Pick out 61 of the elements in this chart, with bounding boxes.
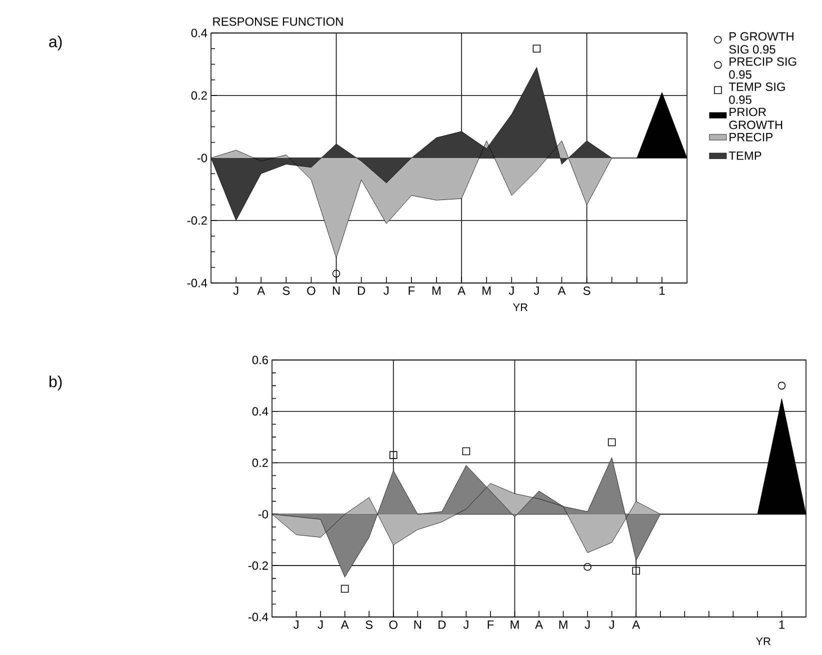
point xyxy=(632,566,640,575)
point xyxy=(340,584,349,593)
y-tick-label: -0 xyxy=(197,154,208,162)
y-tick-label: -0 xyxy=(258,510,268,518)
legend-label: TEMP xyxy=(728,152,762,160)
x-tick-label: M xyxy=(482,286,491,295)
x-tick-label: O xyxy=(389,620,398,629)
x-tick-label: 1 xyxy=(660,286,665,295)
x-axis-title: YR xyxy=(756,638,770,646)
y-tick-label: 0.4 xyxy=(191,28,208,38)
x-tick-label: 1 xyxy=(779,620,784,629)
y-tick-label: 0.2 xyxy=(191,91,207,100)
x-tick-label: J xyxy=(384,286,388,295)
x-tick-label: N xyxy=(332,286,340,295)
x-tick-label: O xyxy=(307,286,316,295)
point xyxy=(778,382,786,390)
x-tick-label: J xyxy=(609,620,614,629)
y-tick-label: -0.4 xyxy=(248,612,268,622)
point xyxy=(584,562,592,571)
x-tick-label: M xyxy=(559,620,568,629)
x-tick-label: M xyxy=(432,286,440,295)
point xyxy=(462,447,470,456)
y-tick-label: 0.2 xyxy=(252,458,268,468)
x-tick-label: A xyxy=(340,620,349,629)
legend-label: PRECIP xyxy=(730,132,773,142)
x-tick-label: A xyxy=(458,286,466,295)
x-tick-label: S xyxy=(583,286,590,295)
chart-title: RESPONSE FUNCTION xyxy=(213,17,343,26)
x-tick-label: J xyxy=(508,286,514,295)
x-tick-label: J xyxy=(463,620,468,629)
x-tick-label: J xyxy=(584,620,590,629)
legend-label: TEMP SIG 0.95 xyxy=(728,82,785,104)
y-tick-label: 0.6 xyxy=(252,356,268,364)
y-tick-label: -0.2 xyxy=(248,561,268,570)
x-tick-label: A xyxy=(257,286,266,295)
x-tick-label: J xyxy=(233,286,238,295)
x-tick-label: A xyxy=(632,620,640,629)
x-axis-title: YR xyxy=(513,304,528,312)
x-tick-label: J xyxy=(534,286,539,295)
x-tick-label: D xyxy=(358,286,366,295)
x-tick-label: A xyxy=(535,620,543,629)
legend-label: P GROWTH SIG 0.95 xyxy=(729,32,794,54)
point xyxy=(389,451,398,459)
legend-label: PRIOR GROWTH xyxy=(729,108,782,130)
legend-label: PRECIP SIG 0.95 xyxy=(729,57,796,79)
y-tick-label: -0.2 xyxy=(187,216,207,225)
x-tick-label: A xyxy=(558,286,566,295)
text: a) xyxy=(49,36,62,50)
x-tick-label: S xyxy=(282,286,290,295)
x-tick-label: M xyxy=(510,620,519,629)
text: b) xyxy=(50,376,62,390)
x-tick-label: F xyxy=(488,620,494,629)
x-tick-label: J xyxy=(293,620,298,629)
y-tick-label: -0.4 xyxy=(187,278,208,288)
y-tick-label: 0.4 xyxy=(252,407,268,416)
x-tick-label: S xyxy=(366,620,373,629)
x-tick-label: N xyxy=(414,620,421,629)
point xyxy=(608,438,616,446)
x-tick-label: F xyxy=(408,286,415,295)
x-tick-label: D xyxy=(438,620,446,629)
x-tick-label: J xyxy=(318,620,323,629)
